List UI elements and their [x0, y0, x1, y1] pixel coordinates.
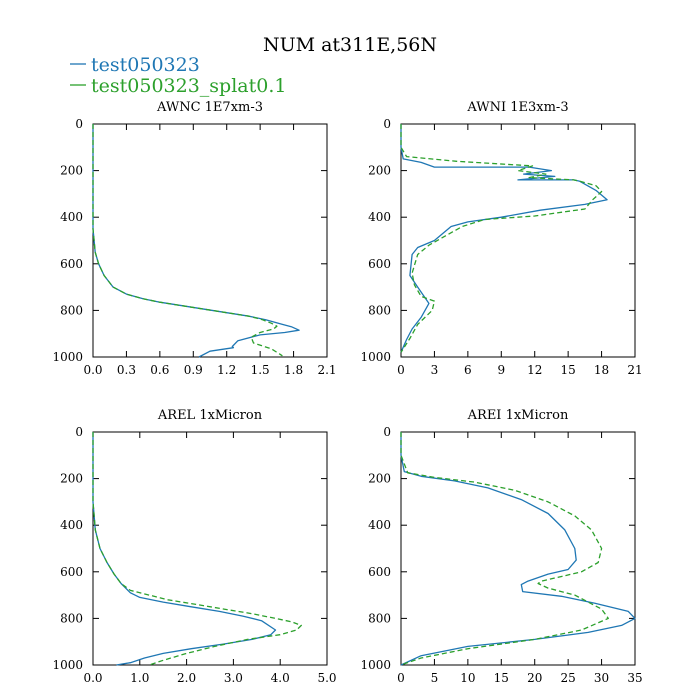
legend-label-test050323-splat: test050323_splat0.1 [91, 75, 286, 97]
x-tick-label: 2.1 [317, 363, 336, 377]
x-tick-label: 3 [431, 363, 439, 377]
legend-label-test050323: test050323 [91, 54, 200, 76]
x-tick-label: 30 [594, 671, 609, 685]
plot-frame [400, 123, 636, 358]
x-tick-label: 18 [594, 363, 609, 377]
y-tick-label: 600 [60, 257, 83, 271]
x-tick-label: 5 [431, 671, 439, 685]
y-tick-label: 400 [60, 210, 83, 224]
x-tick-label: 0.0 [83, 671, 102, 685]
x-tick-label: 0 [397, 671, 405, 685]
series-line-test050323-splat [92, 432, 302, 666]
x-tick-label: 0 [397, 363, 405, 377]
y-tick-label: 200 [60, 164, 83, 178]
x-tick-label: 10 [460, 671, 475, 685]
x-tick-label: 1.2 [217, 363, 236, 377]
x-tick-label: 4.0 [271, 671, 290, 685]
y-tick-label: 0 [75, 425, 83, 439]
x-tick-label: 12 [527, 363, 542, 377]
y-tick-label: 200 [60, 472, 83, 486]
series-line-test050323-splat [92, 124, 283, 357]
x-tick-label: 35 [627, 671, 642, 685]
y-tick-label: 1000 [52, 350, 83, 364]
panels: AWNC 1E7xm-30.0 0.3 0.6 0.9 1.2 1.5 1.8 2.10200… [52, 100, 642, 685]
y-tick-label: 800 [368, 611, 391, 625]
x-tick-label: 21 [627, 363, 642, 377]
x-tick-label: 1.0 [130, 671, 149, 685]
x-tick-label: 5.0 [317, 671, 336, 685]
y-tick-label: 1000 [360, 350, 391, 364]
panel-title: AREI 1xMicron [467, 408, 569, 423]
y-tick-label: 1000 [360, 658, 391, 672]
y-tick-label: 800 [60, 611, 83, 625]
figure-title: NUM at311E,56N [263, 34, 437, 56]
y-tick-label: 0 [383, 117, 391, 131]
plot-frame [400, 431, 636, 666]
y-tick-label: 800 [368, 303, 391, 317]
x-tick-label: 6 [464, 363, 472, 377]
x-tick-label: 25 [561, 671, 576, 685]
x-tick-label: 15 [561, 363, 576, 377]
series-line-test050323 [400, 124, 608, 353]
y-tick-label: 600 [368, 257, 391, 271]
y-tick-label: 1000 [52, 658, 83, 672]
plot-frame [92, 431, 328, 666]
panel-3: AREL 1xMicron 0.0 1.0 2.0 3.0 4.0 5.0 0 200 400 60… [52, 408, 336, 685]
legend: test050323 test050323_splat0.1 [70, 54, 286, 97]
y-tick-label: 200 [368, 164, 391, 178]
y-tick-label: 600 [60, 565, 83, 579]
series-line-test050323 [400, 432, 636, 666]
series-line-test050323 [92, 124, 300, 358]
y-tick-label: 200 [368, 472, 391, 486]
y-tick-label: 400 [368, 210, 391, 224]
x-tick-label: 0.3 [117, 363, 136, 377]
x-tick-label: 3.0 [224, 671, 243, 685]
series-line-test050323-splat [400, 432, 609, 666]
x-tick-label: 1.8 [284, 363, 303, 377]
panel-4: AREI 1xMicron 0 5 10 15 20 25 30 35 0 200 400 600 800… [360, 408, 642, 685]
y-tick-label: 400 [60, 518, 83, 532]
y-tick-label: 600 [368, 565, 391, 579]
x-tick-label: 2.0 [177, 671, 196, 685]
panel-title: AWNI 1E3xm-3 [466, 100, 568, 115]
series-line-test050323-splat [400, 124, 603, 353]
panel-title: AWNC 1E7xm-3 [156, 100, 263, 115]
panel-2: AWNI 1E3xm-3 0 3 6 9 12 15 18 21 0 200 400 600 800 100… [360, 100, 642, 377]
y-tick-label: 0 [75, 117, 83, 131]
x-tick-label: 0.9 [184, 363, 203, 377]
x-tick-label: 1.5 [251, 363, 270, 377]
panel-1: AWNC 1E7xm-3 0.0 0.3 0.6 0.9 1.2 1.5 1.8 2.1 0 200… [52, 100, 336, 377]
x-tick-label: 15 [494, 671, 509, 685]
x-tick-label: 0.0 [83, 363, 102, 377]
plot-frame [92, 123, 328, 358]
series-line-test050323 [92, 432, 277, 666]
y-tick-label: 0 [383, 425, 391, 439]
y-tick-label: 800 [60, 303, 83, 317]
x-tick-label: 0.6 [150, 363, 169, 377]
panel-title: AREL 1xMicron [157, 408, 263, 423]
y-tick-label: 400 [368, 518, 391, 532]
x-tick-label: 9 [497, 363, 505, 377]
x-tick-label: 20 [527, 671, 542, 685]
